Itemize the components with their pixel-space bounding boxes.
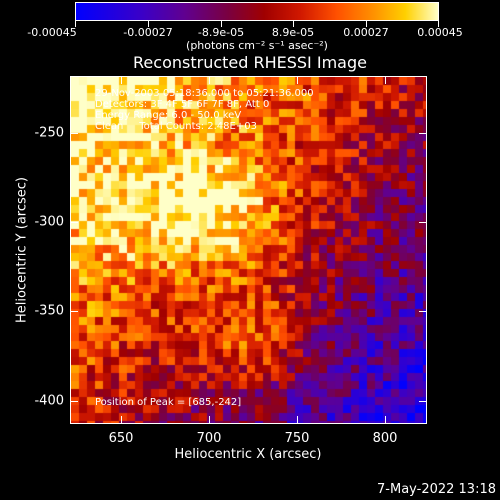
- x-axis-title: Heliocentric X (arcsec): [174, 447, 322, 462]
- x-tick-label: 800: [372, 431, 398, 446]
- x-tick-label: 700: [196, 431, 222, 446]
- x-tick: [209, 77, 210, 84]
- info-line-time-range: 29-Nov-2003 05:18:36.000 to 05:21:36.000: [95, 88, 314, 99]
- x-tick-label: 750: [284, 431, 310, 446]
- y-tick: [419, 401, 426, 402]
- colorbar-tick: [75, 21, 76, 27]
- peak-position-label: Position of Peak = [685,-242]: [95, 397, 242, 408]
- colorbar-tick-label: -0.00027: [123, 26, 173, 39]
- colorbar-units: (photons cm⁻² s⁻¹ asec⁻²): [186, 39, 328, 52]
- y-tick-label: -350: [34, 303, 64, 319]
- y-tick: [71, 222, 78, 223]
- y-tick-label: -300: [34, 214, 64, 230]
- colorbar-tick-label: 0.00027: [343, 26, 389, 39]
- colorbar-tick-label: 8.9e-05: [271, 26, 315, 39]
- plot-title: Reconstructed RHESSI Image: [133, 53, 367, 72]
- y-tick: [71, 311, 78, 312]
- info-line-counts: Clean Total Counts: 2.48E+03: [95, 121, 257, 132]
- info-line-energy: Energy Range: 6.0 - 50.0 keV: [95, 110, 242, 121]
- y-tick: [419, 133, 426, 134]
- x-tick: [385, 77, 386, 84]
- colorbar-tick-label: -8.9e-05: [197, 26, 245, 39]
- colorbar: [75, 2, 439, 21]
- x-tick: [209, 416, 210, 423]
- y-tick-label: -250: [34, 125, 64, 141]
- colorbar-tick-label: 0.00045: [417, 26, 463, 39]
- x-tick: [297, 77, 298, 84]
- x-tick-label: 650: [108, 431, 134, 446]
- y-axis-title: Heliocentric Y (arcsec): [14, 177, 30, 323]
- colorbar-tick: [148, 21, 149, 27]
- reconstructed-image: [71, 77, 426, 423]
- colorbar-tick-label: -0.00045: [27, 26, 77, 39]
- y-tick: [71, 401, 78, 402]
- x-tick: [121, 77, 122, 84]
- colorbar-tick: [366, 21, 367, 27]
- colorbar-tick: [438, 21, 439, 27]
- y-tick-label: -400: [34, 393, 64, 409]
- info-line-detectors: Detectors: 3F 4F 5F 6F 7F 8F, Att 0: [95, 99, 270, 110]
- x-tick: [385, 416, 386, 423]
- y-tick: [71, 133, 78, 134]
- colorbar-tick: [293, 21, 294, 27]
- x-tick: [297, 416, 298, 423]
- x-tick: [121, 416, 122, 423]
- render-timestamp: 7-May-2022 13:18: [377, 482, 496, 497]
- y-tick: [419, 222, 426, 223]
- colorbar-tick: [221, 21, 222, 27]
- image-plot-area: 29-Nov-2003 05:18:36.000 to 05:21:36.000…: [70, 76, 427, 424]
- y-tick: [419, 311, 426, 312]
